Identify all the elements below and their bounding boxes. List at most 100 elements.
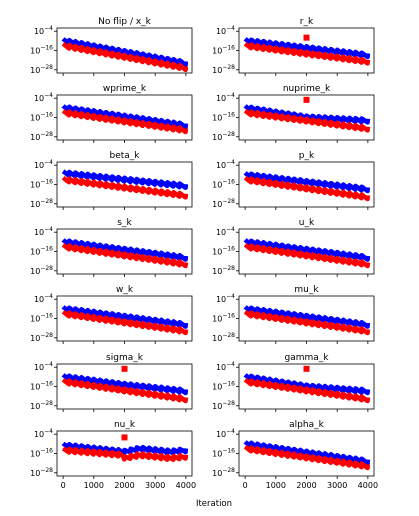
panel: wprime_k 10−4 10−16 10−28	[30, 84, 193, 143]
y-tick-label: 10−28	[212, 400, 235, 411]
panel-title: u_k	[299, 218, 315, 228]
y-tick-label: 10−4	[34, 159, 53, 170]
upper-series-line	[243, 372, 371, 396]
panel: No flip / x_k 10−4 10−16 10−28	[30, 17, 193, 76]
panel-title: nu_k	[114, 420, 136, 430]
y-tick-label: 10−4	[34, 361, 53, 372]
marker-point	[121, 365, 128, 372]
y-tick-label: 10−16	[212, 246, 235, 257]
y-tick-label: 10−28	[30, 64, 53, 75]
x-tick-label: 2000	[114, 481, 134, 490]
y-tick-label: 10−4	[34, 92, 53, 103]
y-tick-label: 10−4	[216, 92, 235, 103]
y-tick-label: 10−16	[212, 448, 235, 459]
upper-series-line	[243, 304, 371, 329]
upper-series-line	[243, 103, 371, 125]
x-tick-label: 4000	[358, 481, 378, 490]
y-tick-label: 10−16	[212, 381, 235, 392]
panel: r_k 10−4 10−16 10−28	[212, 17, 375, 76]
x-tick-label: 3000	[327, 481, 347, 490]
x-tick-label: 1000	[84, 481, 104, 490]
lower-series-line	[243, 108, 371, 133]
y-tick-label: 10−4	[216, 226, 235, 237]
lower-series-line	[61, 108, 189, 135]
upper-series-line	[243, 439, 371, 466]
upper-series-line	[61, 441, 189, 456]
y-tick-label: 10−4	[34, 25, 53, 36]
y-tick-label: 10−16	[212, 45, 235, 56]
y-tick-label: 10−16	[30, 179, 53, 190]
x-tick-label: 3000	[145, 481, 165, 490]
marker-point	[303, 96, 310, 103]
y-tick-label: 10−16	[212, 112, 235, 123]
lower-series-line	[61, 175, 189, 200]
y-tick-label: 10−4	[216, 159, 235, 170]
panel-title: beta_k	[109, 151, 140, 161]
lower-series-line	[61, 41, 189, 73]
lower-series-line	[243, 377, 371, 404]
y-tick-label: 10−28	[212, 332, 235, 343]
y-tick-label: 10−4	[34, 226, 53, 237]
panel: s_k 10−4 10−16 10−28	[30, 218, 193, 277]
lower-series-line	[243, 175, 371, 202]
y-tick-label: 10−16	[212, 313, 235, 324]
lower-series-line	[243, 309, 371, 336]
panel-title: mu_k	[294, 285, 319, 295]
y-tick-label: 10−28	[30, 198, 53, 209]
panel: mu_k 10−4 10−16 10−28	[212, 285, 375, 344]
panel: u_k 10−4 10−16 10−28	[212, 218, 375, 277]
panel-grid: No flip / x_k 10−4 10−16 10−28 r_k 10−4 10−16 1…	[30, 17, 378, 490]
y-tick-label: 10−28	[30, 131, 53, 142]
x-tick-label: 2000	[296, 481, 316, 490]
panel-title: alpha_k	[289, 420, 324, 430]
y-tick-label: 10−4	[216, 361, 235, 372]
marker-point	[121, 434, 128, 441]
panel: p_k 10−4 10−16 10−28	[212, 151, 375, 210]
y-tick-label: 10−4	[216, 293, 235, 304]
upper-series-line	[61, 36, 189, 68]
y-tick-label: 10−28	[212, 131, 235, 142]
panel: beta_k 10−4 10−16 10−28	[30, 151, 193, 210]
upper-series-line	[61, 169, 189, 191]
upper-series-line	[61, 237, 189, 262]
lower-series-line	[61, 242, 189, 269]
y-tick-label: 10−4	[216, 428, 235, 439]
y-tick-label: 10−28	[30, 332, 53, 343]
panel-title: wprime_k	[103, 84, 147, 94]
panel-title: nuprime_k	[283, 84, 331, 94]
panel: nuprime_k 10−4 10−16 10−28	[212, 84, 375, 143]
y-tick-label: 10−16	[30, 448, 53, 459]
marker-point	[303, 34, 310, 41]
y-tick-label: 10−16	[30, 246, 53, 257]
upper-series-line	[243, 237, 371, 262]
y-tick-label: 10−4	[34, 428, 53, 439]
lower-series-line	[243, 242, 371, 269]
lower-series-line	[61, 377, 189, 404]
y-tick-label: 10−28	[30, 467, 53, 478]
y-tick-label: 10−4	[216, 25, 235, 36]
upper-series-line	[61, 103, 189, 130]
panel-title: p_k	[299, 151, 315, 161]
y-tick-label: 10−16	[212, 179, 235, 190]
x-tick-label: 0	[61, 481, 66, 490]
panel: sigma_k 10−4 10−16 10−28	[30, 353, 193, 412]
lower-series-line	[61, 309, 189, 336]
upper-series-line	[243, 36, 371, 60]
marker-point	[303, 365, 310, 372]
panel-title: s_k	[117, 218, 132, 228]
upper-series-line	[61, 304, 189, 329]
panel-title: gamma_k	[285, 353, 330, 363]
panel: w_k 10−4 10−16 10−28	[30, 285, 193, 344]
y-tick-label: 10−16	[30, 313, 53, 324]
panel: gamma_k 10−4 10−16 10−28	[212, 353, 375, 412]
lower-series-line	[243, 444, 371, 471]
x-tick-label: 1000	[266, 481, 286, 490]
y-tick-label: 10−28	[212, 467, 235, 478]
panel-title: r_k	[300, 17, 314, 27]
x-tick-label: 4000	[176, 481, 196, 490]
y-tick-label: 10−28	[212, 265, 235, 276]
y-tick-label: 10−28	[30, 400, 53, 411]
y-tick-label: 10−28	[212, 64, 235, 75]
panel-title: sigma_k	[106, 353, 144, 363]
y-tick-label: 10−28	[30, 265, 53, 276]
